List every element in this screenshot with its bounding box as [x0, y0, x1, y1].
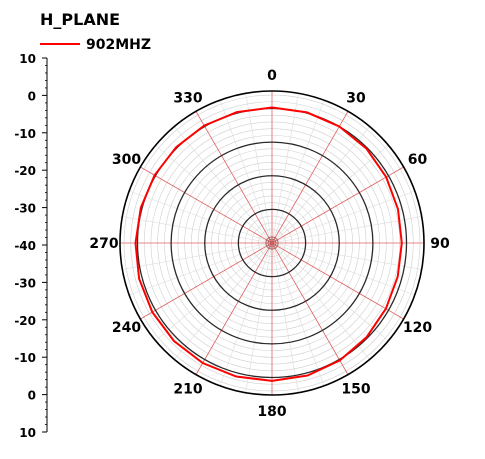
minor-grid-spoke	[271, 126, 370, 244]
angle-label-60: 60	[408, 152, 428, 168]
axis-tick-label: 0	[28, 89, 36, 103]
major-grid-spoke	[271, 166, 404, 244]
minor-grid-spoke	[174, 242, 273, 360]
axis-tick-label: 10	[19, 426, 36, 440]
minor-grid-spoke	[271, 242, 325, 386]
minor-grid-spoke	[271, 242, 370, 360]
major-grid-spoke	[271, 242, 404, 320]
angle-label-0: 0	[267, 68, 277, 84]
polar-grid	[119, 90, 425, 396]
series-line-902mhz	[134, 106, 403, 382]
series-layer	[134, 106, 403, 382]
minor-grid-spoke	[271, 242, 389, 341]
minor-grid-spoke	[271, 145, 389, 244]
minor-grid-spoke	[155, 145, 273, 244]
minor-grid-spoke	[271, 100, 325, 244]
minor-grid-spoke	[155, 242, 273, 341]
angle-label-30: 30	[346, 91, 366, 107]
legend: H_PLANE 902MHZ	[40, 10, 151, 53]
minor-grid-spoke	[122, 242, 273, 270]
axis-tick-label: -10	[14, 127, 36, 141]
major-grid-spoke	[140, 242, 273, 320]
center-ring	[267, 238, 277, 248]
center-ring	[265, 236, 279, 250]
axis-tick-label: -20	[14, 164, 36, 178]
axis-tick-label: -10	[14, 351, 36, 365]
major-grid-ring	[170, 141, 374, 345]
axis-tick-label: -20	[14, 314, 36, 328]
angle-label-300: 300	[112, 152, 141, 168]
minor-grid-spoke	[245, 93, 273, 244]
outer-frame-ring	[119, 90, 425, 396]
angle-label-180: 180	[257, 404, 286, 420]
major-grid-ring	[204, 175, 340, 311]
minor-grid-spoke	[129, 242, 273, 296]
angle-label-150: 150	[341, 381, 370, 397]
angle-label-330: 330	[173, 91, 202, 107]
minor-grid-spoke	[271, 242, 415, 296]
chart-title: H_PLANE	[40, 10, 120, 29]
major-grid-spoke	[140, 166, 273, 244]
angle-label-240: 240	[112, 320, 141, 336]
minor-grid-spoke	[219, 242, 273, 386]
minor-grid-spoke	[245, 242, 273, 393]
minor-grid-spoke	[219, 100, 273, 244]
angle-labels: 0 30 60 90 120 150 180 210 240 270 300 330	[89, 68, 450, 420]
minor-grid-spoke	[271, 190, 415, 244]
center-ring	[269, 240, 275, 246]
axis-tick-label: -30	[14, 276, 36, 290]
axis-tick-label: 10	[19, 52, 36, 66]
minor-grid-spoke	[129, 190, 273, 244]
major-grid-spoke	[271, 111, 349, 244]
legend-label-902mhz: 902MHZ	[86, 37, 151, 53]
major-grid-spoke	[271, 242, 349, 375]
major-grid-spoke	[195, 242, 273, 375]
minor-grid-spoke	[271, 93, 299, 244]
minor-grid-spoke	[174, 126, 273, 244]
axis-tick-label: 0	[28, 389, 36, 403]
angle-label-120: 120	[403, 320, 432, 336]
major-grid-spoke	[195, 111, 273, 244]
minor-grid-spoke	[271, 242, 299, 393]
radial-axis: 10 0 -10 -20 -30 -40 -30 -20 -10 0 10	[14, 52, 48, 440]
angle-label-90: 90	[430, 236, 450, 252]
minor-grid-spoke	[271, 242, 422, 270]
angle-label-210: 210	[173, 381, 202, 397]
minor-grid-spoke	[271, 216, 422, 244]
angle-label-270: 270	[89, 236, 118, 252]
axis-tick-label: -30	[14, 202, 36, 216]
minor-grid-spoke	[122, 216, 273, 244]
axis-tick-label: -40	[14, 239, 36, 253]
major-grid-ring	[237, 208, 307, 278]
